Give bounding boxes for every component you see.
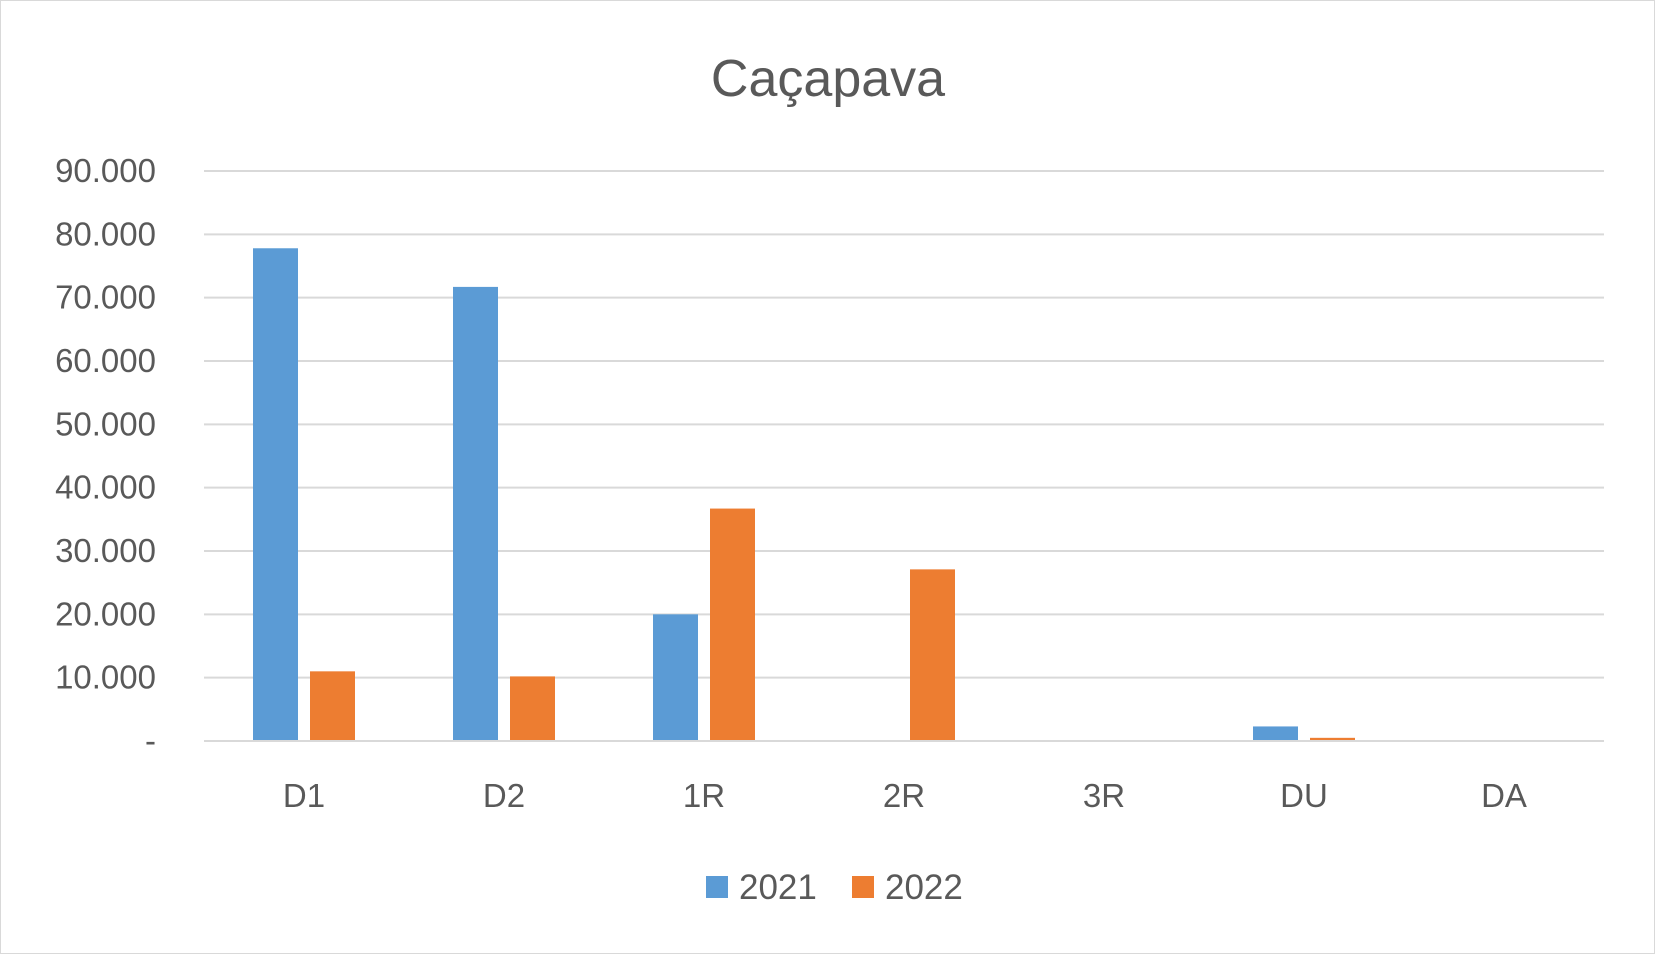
y-tick-label: - (145, 722, 156, 759)
y-tick-label: 30.000 (55, 532, 156, 569)
bar-2022-D2 (510, 676, 555, 741)
x-tick-label: DA (1481, 777, 1527, 814)
x-tick-label: 1R (683, 777, 725, 814)
legend-swatch-2022 (852, 876, 874, 898)
bar-2021-DU (1253, 726, 1298, 741)
bar-2021-D1 (253, 248, 298, 741)
bar-2022-2R (910, 569, 955, 741)
chart-title: Caçapava (711, 50, 945, 108)
x-axis: D1 D2 1R 2R 3R DU DA (204, 740, 1604, 814)
bar-2022-D1 (310, 671, 355, 741)
y-axis: - 10.000 20.000 30.000 40.000 50.000 60.000 70.… (55, 152, 156, 759)
legend-swatch-2021 (706, 876, 728, 898)
y-tick-label: 60.000 (55, 342, 156, 379)
y-tick-label: 90.000 (55, 152, 156, 189)
grid-lines (204, 170, 1604, 742)
y-tick-label: 20.000 (55, 595, 156, 632)
legend-label: 2022 (885, 868, 963, 907)
x-tick-label: 2R (883, 777, 925, 814)
legend-label: 2021 (739, 868, 817, 907)
bar-2022-1R (710, 508, 755, 741)
y-tick-label: 80.000 (55, 215, 156, 252)
bar-2021-1R (653, 614, 698, 741)
y-tick-label: 40.000 (55, 469, 156, 506)
y-tick-label: 50.000 (55, 405, 156, 442)
legend: 2021 2022 (706, 868, 963, 907)
x-tick-label: D1 (283, 777, 325, 814)
bar-2021-D2 (453, 286, 498, 741)
x-tick-label: 3R (1083, 777, 1125, 814)
x-tick-label: D2 (483, 777, 525, 814)
y-tick-label: 10.000 (55, 659, 156, 696)
bars (253, 248, 1355, 741)
x-tick-label: DU (1280, 777, 1328, 814)
bar-2022-DU (1310, 737, 1355, 741)
y-tick-label: 70.000 (55, 279, 156, 316)
